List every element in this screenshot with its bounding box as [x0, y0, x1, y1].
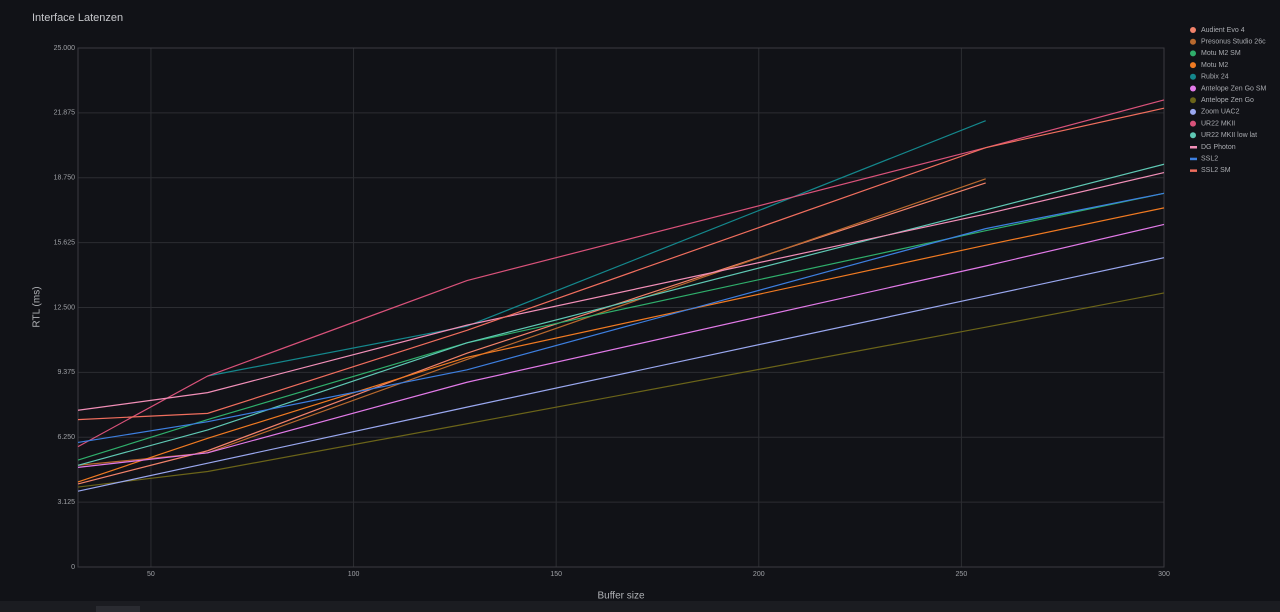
legend-text: Zoom UAC2 [1201, 109, 1240, 116]
legend-text: UR22 MKII [1201, 120, 1235, 127]
series-line [77, 192, 1165, 461]
x-axis-label: Buffer size [597, 591, 644, 602]
y-tick-label: 0 [71, 564, 75, 571]
y-tick-label: 15.625 [54, 239, 76, 246]
x-tick-label: 150 [550, 571, 562, 578]
legend-text: SSL2 SM [1201, 167, 1231, 174]
x-tick-label: 200 [753, 571, 765, 578]
y-tick-label: 6.250 [57, 434, 75, 441]
legend-text: UR22 MKII low lat [1201, 132, 1257, 139]
series-line [77, 171, 1165, 411]
legend-marker [1190, 27, 1196, 33]
legend-marker [1190, 38, 1196, 45]
series-line [77, 192, 1165, 444]
series-line [77, 207, 1165, 483]
legend-marker [1190, 120, 1196, 127]
legend-text: DG Photon [1201, 144, 1236, 151]
series-line [77, 223, 1165, 468]
series-line [207, 120, 986, 377]
legend-text: Presonus Studio 26c [1201, 39, 1266, 46]
legend-marker [1190, 62, 1196, 69]
legend-text: Antelope Zen Go [1201, 97, 1254, 104]
x-tick-label: 50 [147, 571, 155, 578]
y-tick-label: 3.125 [57, 499, 75, 506]
x-tick-label: 300 [1158, 571, 1170, 578]
legend-marker [1190, 157, 1197, 161]
legend-marker [1190, 146, 1197, 149]
legend-text: Motu M2 [1201, 62, 1228, 69]
y-tick-label: 9.375 [57, 369, 75, 376]
legend-text: Antelope Zen Go SM [1201, 85, 1267, 92]
legend-text: Rubix 24 [1201, 74, 1229, 81]
x-tick-label: 250 [956, 571, 968, 578]
series-line [77, 99, 1165, 448]
y-tick-label: 21.875 [54, 110, 76, 117]
legend-text: SSL2 [1201, 156, 1218, 163]
legend-marker [1190, 85, 1196, 92]
legend-text: Audient Evo 4 [1201, 27, 1245, 34]
legend-marker [1190, 50, 1196, 57]
y-tick-label: 25.000 [54, 45, 76, 52]
series-line [77, 182, 986, 485]
tab[interactable] [96, 606, 140, 612]
legend-marker [1190, 108, 1196, 115]
y-axis-label: RTL (ms) [32, 286, 43, 327]
series-line [77, 178, 986, 466]
y-tick-label: 18.750 [54, 175, 76, 182]
y-tick-label: 12.500 [54, 304, 76, 311]
x-tick-label: 100 [348, 571, 360, 578]
bottom-bar [0, 601, 1280, 612]
series-line [77, 107, 1165, 421]
legend-marker [1190, 97, 1196, 104]
series-line [77, 292, 1165, 488]
legend-marker [1190, 132, 1196, 139]
legend-text: Motu M2 SM [1201, 50, 1241, 57]
series-line [77, 163, 1165, 466]
plot-frame [77, 47, 1165, 568]
legend-marker [1190, 169, 1197, 172]
series-line [77, 257, 1165, 492]
chart-title: Interface Latenzen [32, 12, 123, 24]
legend-marker [1190, 73, 1196, 80]
